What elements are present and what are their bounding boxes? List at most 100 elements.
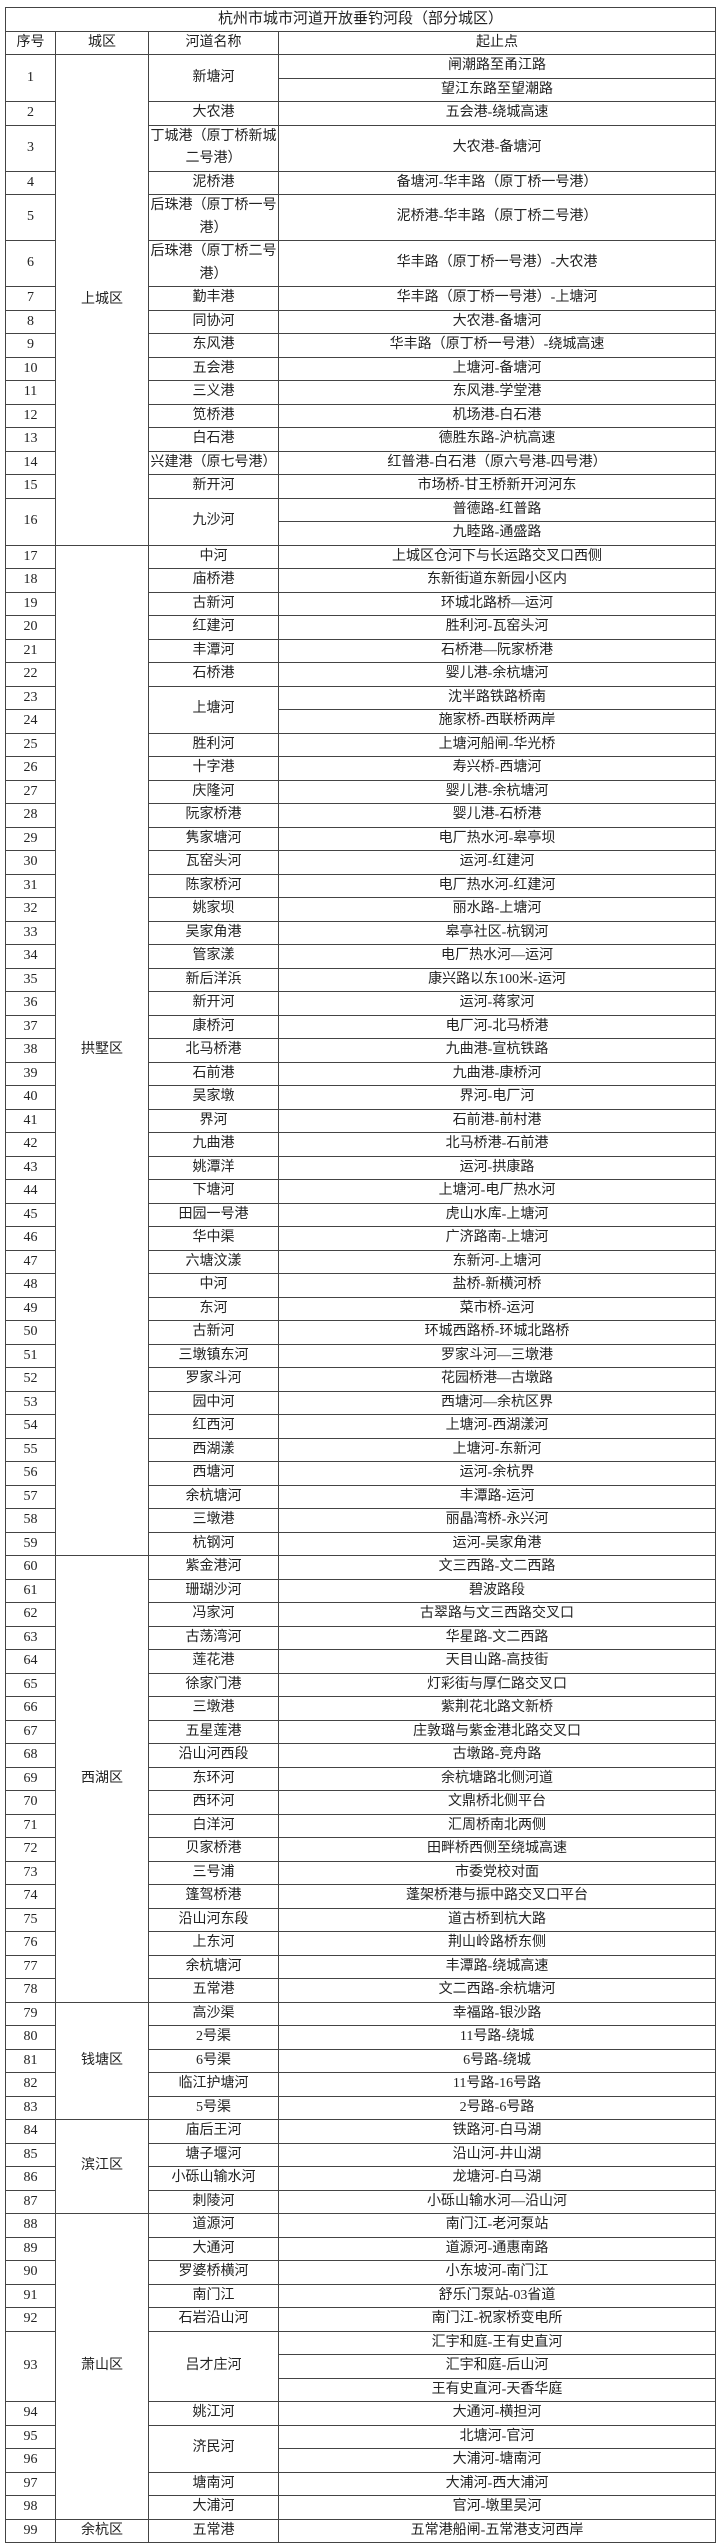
river-name: 北马桥港	[148, 1038, 279, 1063]
table-row: 31 陈家桥河 电厂热水河-红建河	[5, 873, 717, 898]
row-number: 78	[5, 1978, 56, 2003]
table-row: 92 石岩沿山河 南门江-祝家桥变电所	[5, 2307, 717, 2332]
segment-cell: 寿兴桥-西塘河	[277, 756, 717, 781]
river-name: 西环河	[148, 1790, 279, 1815]
row-number: 26	[5, 756, 56, 781]
river-name: 三号浦	[148, 1860, 279, 1885]
row-number: 8	[5, 309, 56, 334]
segment-cell: 南门江-老河泵站	[277, 2213, 717, 2238]
segment-cell: 华丰路（原丁桥一号港）-大农港	[277, 240, 717, 287]
river-name: 沿山河西段	[148, 1743, 279, 1768]
river-name: 西塘河	[148, 1461, 279, 1486]
row-number: 6	[5, 240, 56, 287]
table-row: 14 兴建港（原七号港） 红普港-白石港（原六号港-四号港）	[5, 450, 717, 475]
row-number: 27	[5, 779, 56, 804]
river-name: 三墩镇东河	[148, 1343, 279, 1368]
segment-cell: 菜市桥-运河	[277, 1296, 717, 1321]
table-row: 29 隽家塘河 电厂热水河-皋亭坝	[5, 826, 717, 851]
segment-cell: 广济路南-上塘河	[277, 1226, 717, 1251]
row-number: 25	[5, 732, 56, 757]
table-row: 67 五星莲港 庄敦璐与紫金港北路交叉口	[5, 1719, 717, 1744]
segment-cell: 普德路-红普路	[277, 497, 717, 522]
segment-cell: 文二西路-余杭塘河	[277, 1978, 717, 2003]
row-number: 44	[5, 1179, 56, 1204]
row-number: 37	[5, 1014, 56, 1039]
row-number: 48	[5, 1273, 56, 1298]
segment-cell: 九睦路-通盛路	[277, 521, 717, 546]
segment-cell: 大通河-横担河	[277, 2401, 717, 2426]
segment-cell: 上塘河-备塘河	[277, 356, 717, 381]
row-number: 76	[5, 1931, 56, 1956]
river-name: 三墩港	[148, 1696, 279, 1721]
segment-cell: 上塘河-电厂热水河	[277, 1179, 717, 1204]
table-row: 91 南门江 舒乐门泵站-03省道	[5, 2283, 717, 2308]
row-number: 70	[5, 1790, 56, 1815]
row-number: 16	[5, 497, 56, 546]
segment-cell: 运河-蒋家河	[277, 991, 717, 1016]
river-name: 泥桥港	[148, 170, 279, 195]
table-row: 71 白洋河 汇周桥南北两侧	[5, 1813, 717, 1838]
segment-cell: 五常港船闸-五常港支河西岸	[277, 2518, 717, 2543]
row-number: 29	[5, 826, 56, 851]
river-name: 南门江	[148, 2283, 279, 2308]
table-row: 望江东路至望潮路	[6, 77, 717, 102]
segment-cell: 汇宇和庭-后山河	[277, 2354, 717, 2379]
table-row: 24 施家桥-西联桥两岸	[5, 709, 717, 734]
table-row: 53 园中河 西塘河—余杭区界	[5, 1390, 717, 1415]
row-number: 30	[5, 850, 56, 875]
segment-cell: 红普港-白石港（原六号港-四号港）	[277, 450, 717, 475]
segment-cell: 小东坡河-南门江	[277, 2260, 717, 2285]
river-name: 大通河	[148, 2236, 279, 2261]
table-row: 32 姚家坝 丽水路-上塘河	[5, 897, 717, 922]
segment-cell: 王有史直河-天香华庭	[277, 2377, 717, 2402]
row-number: 39	[5, 1061, 56, 1086]
table-row: 65 徐家门港 灯彩街与厚仁路交叉口	[5, 1672, 717, 1697]
segment-cell: 蓬架桥港与振中路交叉口平台	[277, 1884, 717, 1909]
table-row: 20 红建河 胜利河-瓦窑头河	[5, 615, 717, 640]
table-row: 35 新后洋浜 康兴路以东100米-运河	[5, 967, 717, 992]
district-cell: 西湖区	[55, 1555, 149, 2003]
segment-cell: 备塘河-华丰路（原丁桥一号港）	[277, 170, 717, 195]
segment-cell: 古翠路与文三西路交叉口	[277, 1602, 717, 1627]
table-row: 25 胜利河 上塘河船闸-华光桥	[5, 732, 717, 757]
table-row: 64 莲花港 天目山路-高技街	[5, 1649, 717, 1674]
segment-cell: 婴儿港-石桥港	[277, 803, 717, 828]
header-row: 序号 城区 河道名称 起止点	[5, 30, 717, 55]
segment-cell: 东新街道东新园小区内	[277, 568, 717, 593]
table-row: 57 余杭塘河 丰潭路-运河	[5, 1484, 717, 1509]
segment-cell: 灯彩街与厚仁路交叉口	[277, 1672, 717, 1697]
table-row: 86 小砾山输水河 龙塘河-白马湖	[5, 2166, 717, 2191]
river-name: 新塘河	[148, 54, 279, 102]
segment-cell: 电厂热水河-红建河	[277, 873, 717, 898]
table-row: 18 庙桥港 东新街道东新园小区内	[5, 568, 717, 593]
river-name: 姚家坝	[148, 897, 279, 922]
row-number: 45	[5, 1202, 56, 1227]
table-row: 59 杭钢河 运河-吴家角港	[5, 1531, 717, 1556]
segment-cell: 电厂热水河—运河	[277, 944, 717, 969]
river-name: 五会港	[148, 356, 279, 381]
row-number: 69	[5, 1766, 56, 1791]
river-name: 大浦河	[148, 2495, 279, 2520]
river-name: 冯家河	[148, 1602, 279, 1627]
river-name: 阮家桥港	[148, 803, 279, 828]
table-row: 16 九沙河 普德路-红普路	[5, 497, 717, 546]
title-row: 杭州市城市河道开放垂钓河段（部分城区）	[4, 7, 717, 32]
row-number: 90	[5, 2260, 56, 2285]
segment-cell: 运河-拱康路	[277, 1155, 717, 1180]
river-name: 勤丰港	[148, 286, 279, 311]
segment-cell: 闸潮路至甬江路	[277, 54, 717, 79]
table-row: 83 5号渠 2号路-6号路	[5, 2095, 717, 2120]
segment-cell: 沈半路铁路桥南	[277, 685, 717, 710]
segment-cell: 大农港-备塘河	[277, 124, 717, 172]
row-number: 98	[5, 2495, 56, 2520]
segment-cell: 华丰路（原丁桥一号港）-绕城高速	[277, 333, 717, 358]
table-row: 汇宇和庭-后山河	[6, 2354, 717, 2379]
segment-cell: 紫荆花北路文新桥	[277, 1696, 717, 1721]
table-row: 3 丁城港（原丁桥新城二号港） 大农港-备塘河	[5, 124, 717, 172]
table-row: 40 吴家墩 界河-电厂河	[5, 1085, 717, 1110]
district-cell: 上城区	[55, 54, 149, 546]
table-row: 58 三墩港 丽晶湾桥-永兴河	[5, 1508, 717, 1533]
table-row: 47 六塘汶漾 东新河-上塘河	[5, 1249, 717, 1274]
river-name: 罗家斗河	[148, 1367, 279, 1392]
row-number: 4	[5, 170, 56, 195]
